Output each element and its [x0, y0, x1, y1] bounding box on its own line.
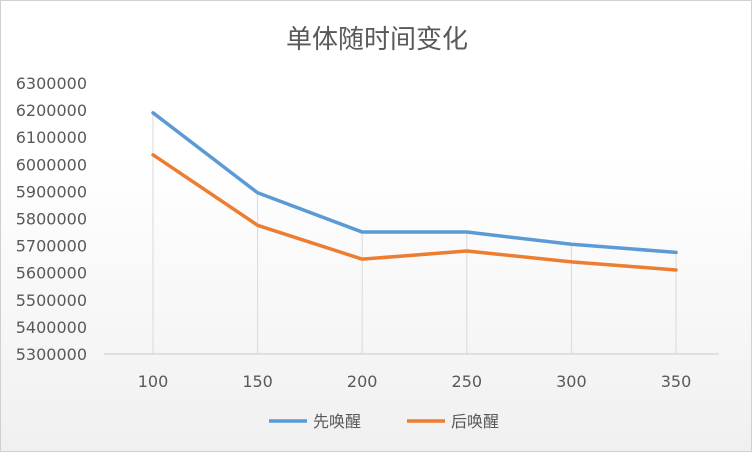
y-tick-label: 5500000: [16, 291, 87, 310]
y-tick-label: 6300000: [16, 74, 87, 93]
x-tick-label: 350: [661, 372, 692, 391]
x-tick-label: 300: [556, 372, 587, 391]
y-tick-label: 5300000: [16, 345, 87, 364]
legend-label: 后唤醒: [451, 412, 499, 431]
x-tick-label: 200: [347, 372, 378, 391]
x-tick-label: 250: [452, 372, 483, 391]
y-tick-label: 5900000: [16, 182, 87, 201]
x-tick-label: 100: [138, 372, 169, 391]
legend-label: 先唤醒: [313, 412, 361, 431]
y-tick-label: 5600000: [16, 264, 87, 283]
chart-title: 单体随时间变化: [286, 25, 468, 55]
y-tick-label: 5400000: [16, 318, 87, 337]
y-tick-label: 5800000: [16, 210, 87, 229]
x-tick-label: 150: [242, 372, 273, 391]
series-line-1: [153, 113, 676, 253]
y-tick-label: 6100000: [16, 128, 87, 147]
y-tick-label: 6200000: [16, 101, 87, 120]
y-tick-label: 6000000: [16, 155, 87, 174]
y-tick-label: 5700000: [16, 237, 87, 256]
